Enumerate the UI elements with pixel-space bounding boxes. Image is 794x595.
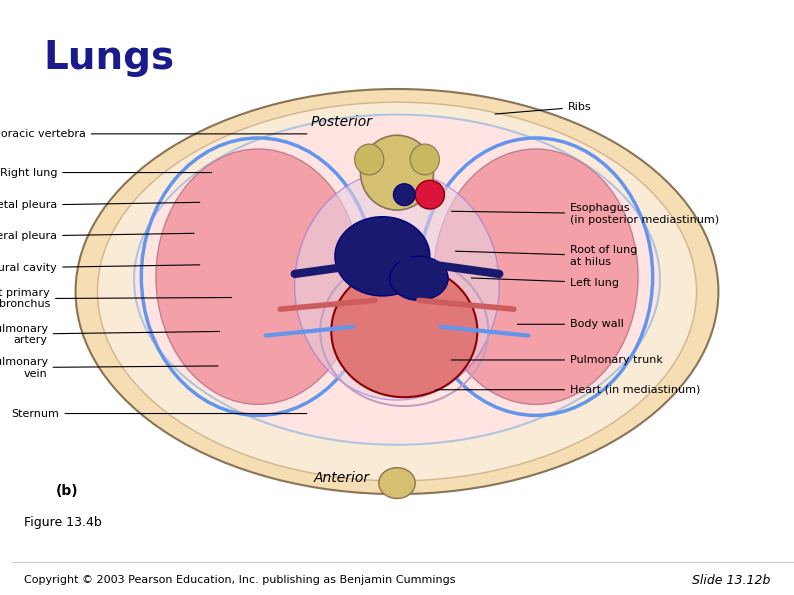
Text: Visceral pleura: Visceral pleura	[0, 231, 194, 241]
Text: Pleural cavity: Pleural cavity	[0, 263, 200, 273]
Text: Slide 13.12b: Slide 13.12b	[692, 574, 770, 587]
Text: Figure 13.4b: Figure 13.4b	[24, 516, 102, 530]
Text: Thoracic vertebra: Thoracic vertebra	[0, 129, 307, 139]
Text: Right pulmonary
artery: Right pulmonary artery	[0, 324, 219, 345]
Ellipse shape	[393, 184, 415, 206]
Text: Right lung: Right lung	[0, 168, 211, 177]
Text: Ribs: Ribs	[495, 102, 592, 114]
Text: Sternum: Sternum	[12, 409, 306, 418]
Ellipse shape	[98, 102, 696, 481]
Ellipse shape	[360, 135, 434, 210]
Ellipse shape	[75, 89, 719, 494]
Text: Right pulmonary
vein: Right pulmonary vein	[0, 357, 218, 378]
Ellipse shape	[355, 144, 384, 175]
Text: Esophagus
(in posterior mediastinum): Esophagus (in posterior mediastinum)	[451, 203, 719, 225]
Ellipse shape	[390, 256, 448, 300]
Text: Left lung: Left lung	[471, 278, 619, 287]
Ellipse shape	[434, 149, 638, 405]
Text: (b): (b)	[56, 484, 78, 498]
Text: Posterior: Posterior	[310, 115, 372, 129]
Text: Parietal pleura: Parietal pleura	[0, 201, 200, 210]
Text: Lungs: Lungs	[44, 39, 175, 77]
Ellipse shape	[134, 114, 660, 444]
Ellipse shape	[295, 171, 499, 400]
Text: Root of lung
at hilus: Root of lung at hilus	[455, 245, 638, 267]
Text: Copyright © 2003 Pearson Education, Inc. publishing as Benjamin Cummings: Copyright © 2003 Pearson Education, Inc.…	[24, 575, 455, 585]
Text: Heart (in mediastinum): Heart (in mediastinum)	[436, 385, 700, 394]
Ellipse shape	[379, 468, 415, 499]
Text: Anterior: Anterior	[314, 471, 369, 485]
Text: Right primary
bronchus: Right primary bronchus	[0, 288, 232, 309]
Ellipse shape	[415, 180, 445, 209]
Text: Body wall: Body wall	[517, 320, 624, 329]
Ellipse shape	[331, 265, 477, 397]
Ellipse shape	[156, 149, 360, 405]
Ellipse shape	[335, 217, 430, 296]
Ellipse shape	[410, 144, 439, 175]
Text: Pulmonary trunk: Pulmonary trunk	[451, 355, 663, 365]
